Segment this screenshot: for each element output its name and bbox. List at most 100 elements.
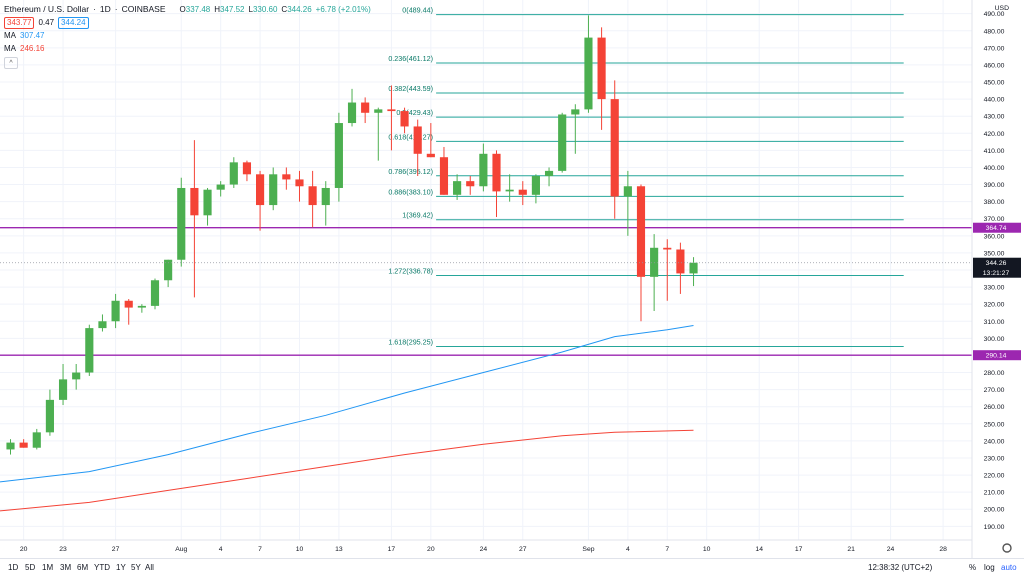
- range-all-button[interactable]: All: [145, 563, 154, 572]
- currency-label: USD: [995, 5, 1009, 12]
- fibonacci-retracement[interactable]: 0(489.44) 0.236(461.12) 0.382(443.59) 0.5(4…: [388, 6, 904, 347]
- candle: [295, 170, 304, 202]
- price-axis-background: [972, 0, 1024, 558]
- settings-gear-icon[interactable]: [1002, 543, 1012, 553]
- x-tick-label: 24: [480, 546, 488, 553]
- axes: 190.00 200.00 210.00 220.00 230.00 240.00 250.…: [0, 0, 1024, 558]
- interval-label[interactable]: 1D: [99, 4, 111, 14]
- timezone-clock[interactable]: 12:38:32 (UTC+2): [868, 563, 933, 572]
- candle-body: [663, 247, 672, 250]
- candle: [387, 85, 396, 151]
- range-3m-button[interactable]: 3M: [60, 563, 72, 572]
- candle: [663, 239, 672, 301]
- candle-body: [111, 300, 120, 322]
- ma2-legend[interactable]: MA 246.16: [4, 42, 371, 55]
- bid-ask-row: 343.77 0.47 344.24: [4, 16, 371, 29]
- candle-body: [610, 99, 619, 197]
- candle-body: [308, 186, 317, 206]
- y-tick-label: 450.00: [984, 80, 1005, 87]
- candle: [256, 170, 265, 231]
- collapse-legend-icon[interactable]: ^: [4, 57, 18, 69]
- candle-body: [177, 187, 186, 260]
- y-tick-label: 280.00: [984, 370, 1005, 377]
- candle-body: [282, 174, 291, 180]
- candle: [361, 97, 370, 124]
- candle: [544, 167, 554, 187]
- y-tick-label: 210.00: [984, 490, 1005, 497]
- candle: [111, 293, 120, 329]
- range-5d-button[interactable]: 5D: [25, 563, 36, 572]
- candle: [137, 304, 146, 313]
- candle-body: [361, 102, 370, 113]
- y-tick-label: 390.00: [984, 182, 1005, 189]
- x-tick-label: 20: [20, 546, 28, 553]
- percent-scale-button[interactable]: %: [969, 563, 977, 572]
- range-ytd-button[interactable]: YTD: [94, 563, 110, 572]
- fib-level-label: 0.786(395.12): [388, 167, 433, 176]
- x-tick-label: 20: [427, 546, 435, 553]
- candle: [164, 259, 173, 288]
- candle: [610, 80, 619, 219]
- buy-price-box[interactable]: 344.24: [58, 16, 89, 29]
- x-tick-label: Sep: [582, 546, 594, 553]
- candle-body: [164, 259, 173, 281]
- sell-price-box[interactable]: 343.77: [4, 16, 35, 29]
- candle-body: [242, 162, 252, 175]
- ma1-legend[interactable]: MA 307.47: [4, 29, 371, 42]
- candle-body: [544, 170, 554, 177]
- y-tick-label: 230.00: [984, 455, 1005, 462]
- candle-body: [85, 328, 94, 373]
- x-tick-label: 10: [296, 546, 304, 553]
- candle-body: [256, 174, 265, 206]
- x-tick-label: 4: [219, 546, 223, 553]
- candle: [597, 27, 606, 130]
- candle: [334, 112, 343, 202]
- x-tick-label: 24: [887, 546, 895, 553]
- candle-body: [45, 399, 54, 433]
- candle: [413, 119, 422, 177]
- fib-level-label: 1.618(295.25): [388, 337, 433, 346]
- price-chart[interactable]: 0(489.44) 0.236(461.12) 0.382(443.59) 0.5(4…: [0, 0, 1024, 558]
- moving-averages: [0, 325, 694, 512]
- candle: [636, 184, 646, 322]
- auto-scale-button[interactable]: auto: [1001, 563, 1017, 572]
- symbol-title[interactable]: Ethereum / U.S. Dollar: [4, 4, 90, 14]
- candle-body: [137, 305, 146, 308]
- log-scale-button[interactable]: log: [984, 563, 995, 572]
- range-1d-button[interactable]: 1D: [8, 563, 19, 572]
- ma1-label: MA: [4, 31, 16, 40]
- candle: [229, 157, 238, 188]
- range-5y-button[interactable]: 5Y: [131, 563, 141, 572]
- candle-body: [650, 247, 659, 277]
- y-tick-label: 370.00: [984, 216, 1005, 223]
- candle: [321, 181, 330, 226]
- y-tick-label: 410.00: [984, 148, 1005, 155]
- candle-body: [531, 176, 540, 195]
- y-tick-label: 380.00: [984, 199, 1005, 206]
- candle-body: [505, 189, 514, 192]
- x-tick-label: 17: [388, 546, 396, 553]
- candle: [505, 174, 514, 202]
- candle-body: [374, 109, 383, 113]
- range-1y-button[interactable]: 1Y: [116, 563, 126, 572]
- candle: [282, 167, 291, 190]
- candle: [190, 140, 199, 298]
- candle: [85, 324, 94, 376]
- fib-level-label: 0.236(461.12): [388, 54, 433, 63]
- y-tick-label: 300.00: [984, 336, 1005, 343]
- candle: [466, 176, 475, 195]
- candle-body: [334, 123, 343, 188]
- y-tick-label: 270.00: [984, 387, 1005, 394]
- candle-body: [571, 109, 580, 115]
- range-6m-button[interactable]: 6M: [77, 563, 89, 572]
- y-tick-label: 470.00: [984, 45, 1005, 52]
- candle-body: [321, 187, 330, 206]
- candle-body: [413, 126, 422, 154]
- y-tick-label: 190.00: [984, 524, 1005, 531]
- candle-body: [58, 379, 68, 400]
- candle-body: [124, 300, 133, 308]
- range-1m-button[interactable]: 1M: [42, 563, 54, 572]
- candle-body: [190, 187, 199, 216]
- ohlc-high: H347.52: [214, 5, 245, 14]
- y-tick-label: 260.00: [984, 404, 1005, 411]
